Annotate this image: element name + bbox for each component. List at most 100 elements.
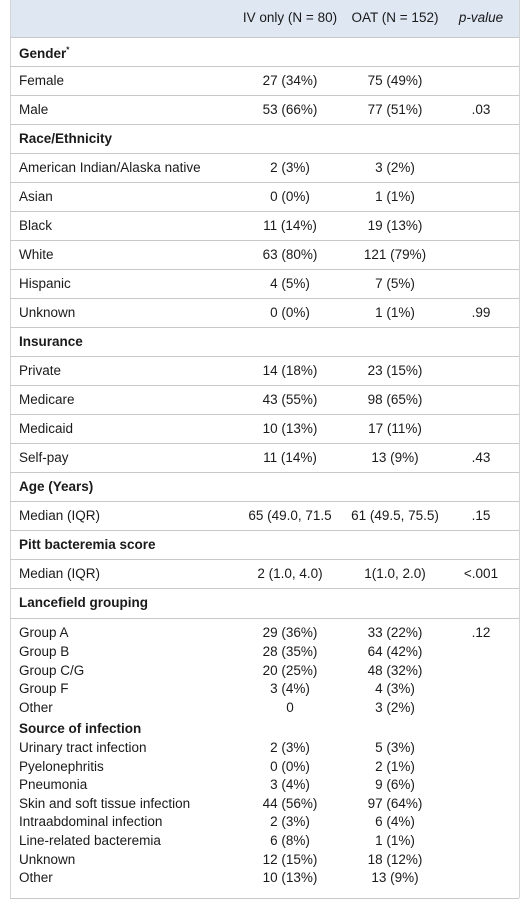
row-label: Black <box>19 217 53 233</box>
cell-value: 29 (36%) <box>262 625 318 641</box>
section-title: Insurance <box>19 333 83 349</box>
column-header: IV only (N = 80) <box>242 10 338 25</box>
row-divider <box>10 443 519 444</box>
cell-value: .99 <box>471 304 491 320</box>
cell-value: 2 (3%) <box>270 739 310 755</box>
cell-value: 11 (14%) <box>263 217 317 233</box>
row-label: Pneumonia <box>19 777 88 793</box>
cell-value: 13 (9%) <box>371 870 419 886</box>
row-divider <box>10 472 519 473</box>
row-label: Median (IQR) <box>19 507 101 523</box>
row-label: Pyelonephritis <box>19 758 104 774</box>
cell-value: 3 (2%) <box>375 159 415 175</box>
row-label: Medicaid <box>19 420 74 436</box>
cell-value: .12 <box>471 625 491 641</box>
row-divider <box>10 501 519 502</box>
cell-value: 48 (32%) <box>367 662 423 678</box>
row-label: Self-pay <box>19 449 69 465</box>
cell-value: 11 (14%) <box>263 449 317 465</box>
cell-value: 121 (79%) <box>363 246 427 262</box>
row-divider <box>10 385 519 386</box>
row-label: Skin and soft tissue infection <box>19 795 191 811</box>
row-divider <box>10 414 519 415</box>
row-divider <box>10 153 519 154</box>
row-divider <box>10 124 519 125</box>
row-label: Group A <box>19 625 69 641</box>
row-divider <box>10 298 519 299</box>
cell-value: 98 (65%) <box>367 391 423 407</box>
cell-value: 7 (5%) <box>375 275 415 291</box>
row-label: Other <box>19 699 53 715</box>
cell-value: 44 (56%) <box>262 795 318 811</box>
cell-value: 23 (15%) <box>367 362 423 378</box>
row-label: Intraabdominal infection <box>19 814 163 830</box>
section-title: Gender* <box>19 44 70 61</box>
row-divider <box>10 588 519 589</box>
cell-value: 0 (0%) <box>270 304 310 320</box>
cell-value: 4 (3%) <box>375 681 415 697</box>
row-divider <box>10 211 519 212</box>
section-title: Source of infection <box>19 721 142 736</box>
cell-value: 13 (9%) <box>371 449 419 465</box>
column-header: p-value <box>458 10 504 25</box>
row-divider <box>10 66 519 67</box>
cell-value: 14 (18%) <box>262 362 318 378</box>
cell-value: 4 (5%) <box>270 275 310 291</box>
cell-value: 1 (1%) <box>375 188 415 204</box>
row-divider <box>10 898 519 899</box>
cell-value: 10 (13%) <box>262 870 318 886</box>
cell-value: 97 (64%) <box>367 795 423 811</box>
column-header: OAT (N = 152) <box>351 10 439 25</box>
cell-value: 2 (3%) <box>270 814 310 830</box>
row-divider <box>10 618 519 619</box>
cell-value: 2 (1%) <box>375 758 415 774</box>
section-title: Pitt bacteremia score <box>19 536 156 552</box>
section-title: Age (Years) <box>19 478 94 494</box>
table-border <box>519 0 520 898</box>
row-divider <box>10 356 519 357</box>
row-divider <box>10 95 519 96</box>
cell-value: 0 <box>286 699 294 715</box>
cell-value: .43 <box>471 449 491 465</box>
cell-value: 61 (49.5, 75.5) <box>351 507 439 523</box>
cell-value: 1(1.0, 2.0) <box>364 565 426 581</box>
row-label: White <box>19 246 54 262</box>
cell-value: 0 (0%) <box>270 758 310 774</box>
row-label: Private <box>19 362 62 378</box>
row-label: Urinary tract infection <box>19 739 147 755</box>
cell-value: 75 (49%) <box>367 72 423 88</box>
row-label: Group F <box>19 681 69 697</box>
cell-value: 1 (1%) <box>375 304 415 320</box>
row-label: Female <box>19 72 65 88</box>
cell-value: .15 <box>471 507 491 523</box>
row-divider <box>10 559 519 560</box>
cell-value: 43 (55%) <box>262 391 318 407</box>
cell-value: 18 (12%) <box>367 851 423 867</box>
row-label: Group B <box>19 643 70 659</box>
cell-value: 65 (49.0, 71.5 <box>248 507 332 523</box>
cell-value: 12 (15%) <box>262 851 318 867</box>
cell-value: 9 (6%) <box>375 777 415 793</box>
cell-value: 6 (8%) <box>270 832 310 848</box>
cell-value: 5 (3%) <box>375 739 415 755</box>
row-divider <box>10 530 519 531</box>
cell-value: 3 (4%) <box>270 777 310 793</box>
row-divider <box>10 182 519 183</box>
cell-value: 28 (35%) <box>262 643 318 659</box>
row-label: Median (IQR) <box>19 565 101 581</box>
row-label: Unknown <box>19 851 76 867</box>
cell-value: 2 (3%) <box>270 159 310 175</box>
footnote-mark: * <box>66 44 70 54</box>
row-divider <box>10 269 519 270</box>
cell-value: 77 (51%) <box>367 101 423 117</box>
cell-value: 33 (22%) <box>367 625 423 641</box>
cell-value: 53 (66%) <box>262 101 318 117</box>
cell-value: 3 (4%) <box>270 681 310 697</box>
cell-value: 6 (4%) <box>375 814 415 830</box>
row-divider <box>10 37 519 38</box>
section-title: Race/Ethnicity <box>19 130 113 146</box>
cell-value: <.001 <box>463 565 499 581</box>
row-label: American Indian/Alaska native <box>19 159 201 175</box>
cell-value: 10 (13%) <box>262 420 318 436</box>
